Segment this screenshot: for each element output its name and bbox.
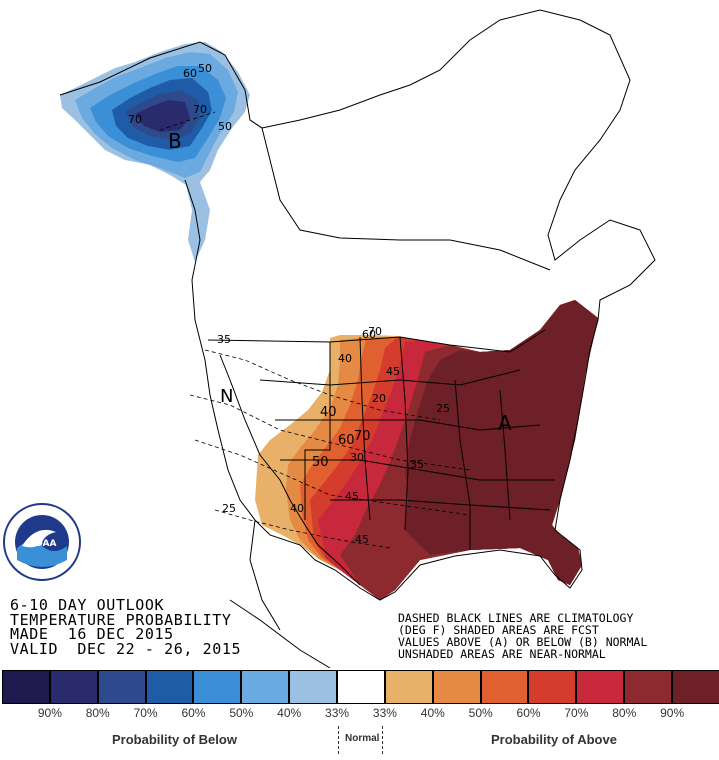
- outlook-valid-date: VALID DEC 22 - 26, 2015: [10, 639, 242, 658]
- legend-tick-label: 50%: [468, 706, 493, 720]
- noaa-logo: NOAA: [3, 503, 81, 581]
- legend-swatch: [432, 670, 481, 704]
- legend-swatch: [384, 670, 433, 704]
- below-center-label: B: [168, 129, 182, 153]
- legend-swatch: [672, 670, 719, 704]
- contour-label: 35: [217, 333, 231, 346]
- contour-label: 60: [362, 328, 376, 341]
- legend-swatch: [145, 670, 194, 704]
- above-center-label: A: [498, 411, 512, 435]
- outlook-variable: TEMPERATURE PROBABILITY: [10, 610, 232, 629]
- legend-swatch: [2, 670, 50, 704]
- legend-swatch: [97, 670, 146, 704]
- map-outlines: [59, 9, 656, 668]
- probability-ticks: 90% 80% 70% 60% 50% 40% 33% 33% 40% 50% 60% 70% 80% 9…: [2, 706, 719, 722]
- legend-swatch: [193, 670, 242, 704]
- normal-center-label: N: [220, 386, 233, 407]
- legend-tick-label: 33%: [325, 706, 350, 720]
- contour-label: 60: [338, 433, 355, 448]
- legend-swatch: [241, 670, 290, 704]
- legend-tick-label: 90%: [37, 706, 62, 720]
- contour-label: 25: [222, 502, 236, 515]
- contour-label: 50: [218, 120, 232, 133]
- contour-label: 35: [410, 458, 424, 471]
- contour-label: 70: [193, 103, 207, 116]
- contour-label: 20: [372, 392, 386, 405]
- contour-label: 25: [436, 402, 450, 415]
- legend-tick-label: 80%: [85, 706, 110, 720]
- contour-label: 30: [350, 451, 364, 464]
- contour-label: 70: [128, 113, 142, 126]
- legend-tick-label: 60%: [181, 706, 206, 720]
- contour-labels: 70 70 60 50 50 40 40 40 50 60 70 70 60 4…: [128, 62, 450, 546]
- below-category-label: Probability of Below: [112, 732, 237, 747]
- outlook-map: 70 70 60 50 50 40 40 40 50 60 70 70 60 4…: [59, 9, 656, 668]
- legend-swatch: [624, 670, 673, 704]
- contour-label: 70: [354, 429, 371, 444]
- contour-label: 45: [355, 533, 369, 546]
- legend-swatch: [576, 670, 625, 704]
- normal-divider-right: [382, 726, 383, 754]
- climatology-lines: [159, 111, 471, 549]
- us-above-area: [255, 300, 598, 600]
- legend-tick-label: 40%: [277, 706, 302, 720]
- legend-tick-label: 70%: [564, 706, 589, 720]
- legend-tick-label: 33%: [372, 706, 397, 720]
- contour-label: 45: [345, 490, 359, 503]
- note-line: UNSHADED AREAS ARE NEAR-NORMAL: [398, 647, 606, 661]
- probability-colorbar: [2, 670, 719, 704]
- contour-label: 50: [198, 62, 212, 75]
- legend-tick-label: 90%: [660, 706, 685, 720]
- legend-tick-label: 50%: [229, 706, 254, 720]
- outlook-made-date: MADE 16 DEC 2015: [10, 625, 174, 643]
- outlook-title: 6-10 DAY OUTLOOK: [10, 596, 165, 614]
- alaska-below-area: [60, 42, 250, 262]
- outlook-title-block: 6-10 DAY OUTLOOK TEMPERATURE PROBABILITY…: [10, 598, 241, 656]
- legend-tick-label: 60%: [516, 706, 541, 720]
- svg-text:NOAA: NOAA: [28, 539, 57, 549]
- above-category-label: Probability of Above: [491, 732, 617, 747]
- legend-swatch: [289, 670, 338, 704]
- contour-label: 70: [368, 325, 382, 338]
- legend-tick-label: 80%: [612, 706, 637, 720]
- legend-swatch: [480, 670, 529, 704]
- legend-swatch: [49, 670, 98, 704]
- legend-tick-label: 40%: [420, 706, 445, 720]
- contour-label: 40: [338, 352, 352, 365]
- normal-divider-left: [338, 726, 339, 754]
- contour-label: 40: [320, 405, 337, 420]
- contour-label: 50: [312, 455, 329, 470]
- note-line: DASHED BLACK LINES ARE CLIMATOLOGY: [398, 611, 634, 625]
- note-line: VALUES ABOVE (A) OR BELOW (B) NORMAL: [398, 635, 648, 649]
- legend-swatch: [528, 670, 577, 704]
- legend-note: DASHED BLACK LINES ARE CLIMATOLOGY (DEG …: [398, 612, 647, 660]
- legend-swatch: [337, 670, 385, 704]
- note-line: (DEG F) SHADED AREAS ARE FCST: [398, 623, 599, 637]
- contour-label: 40: [290, 502, 304, 515]
- normal-category-label: Normal: [345, 733, 380, 744]
- contour-label: 60: [183, 67, 197, 80]
- legend-tick-label: 70%: [133, 706, 158, 720]
- contour-label: 45: [386, 365, 400, 378]
